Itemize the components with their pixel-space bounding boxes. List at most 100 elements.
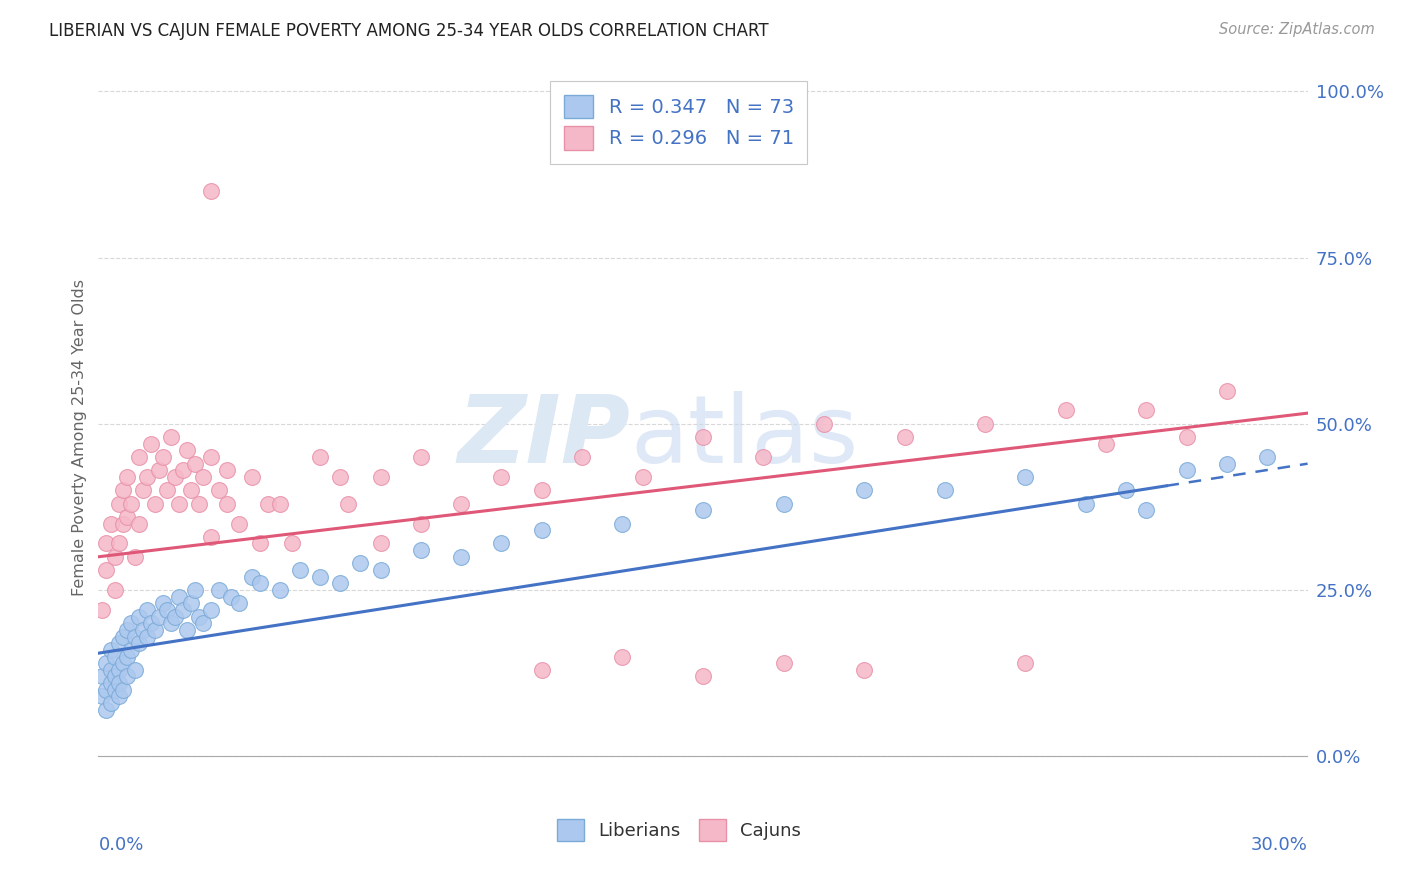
Point	[107, 663, 129, 677]
Point	[309, 570, 332, 584]
Point	[124, 630, 146, 644]
Point	[329, 576, 352, 591]
Point	[269, 497, 291, 511]
Point	[337, 497, 360, 511]
Point	[111, 630, 134, 644]
Point	[120, 497, 142, 511]
Point	[111, 656, 134, 670]
Text: 0.0%: 0.0%	[98, 836, 143, 854]
Point	[135, 603, 157, 617]
Point	[115, 623, 138, 637]
Point	[208, 483, 231, 498]
Point	[329, 470, 352, 484]
Point	[571, 450, 593, 464]
Point	[450, 549, 472, 564]
Point	[107, 536, 129, 550]
Point	[1135, 503, 1157, 517]
Point	[176, 623, 198, 637]
Point	[1054, 403, 1077, 417]
Point	[349, 557, 371, 571]
Point	[692, 430, 714, 444]
Point	[853, 483, 876, 498]
Point	[256, 497, 278, 511]
Point	[143, 623, 166, 637]
Point	[281, 536, 304, 550]
Point	[163, 609, 186, 624]
Point	[132, 623, 155, 637]
Point	[370, 563, 392, 577]
Point	[103, 582, 125, 597]
Point	[128, 636, 150, 650]
Point	[530, 663, 553, 677]
Point	[100, 676, 122, 690]
Point	[370, 470, 392, 484]
Point	[163, 470, 186, 484]
Point	[249, 576, 271, 591]
Point	[934, 483, 956, 498]
Point	[135, 470, 157, 484]
Point	[1115, 483, 1137, 498]
Point	[172, 463, 194, 477]
Point	[120, 643, 142, 657]
Point	[692, 669, 714, 683]
Point	[409, 543, 432, 558]
Point	[974, 417, 997, 431]
Point	[107, 636, 129, 650]
Point	[176, 443, 198, 458]
Point	[111, 483, 134, 498]
Point	[96, 656, 118, 670]
Point	[450, 497, 472, 511]
Point	[172, 603, 194, 617]
Point	[100, 643, 122, 657]
Point	[1216, 384, 1239, 398]
Point	[128, 516, 150, 531]
Point	[217, 463, 239, 477]
Point	[193, 616, 215, 631]
Point	[1095, 436, 1118, 450]
Point	[184, 582, 207, 597]
Point	[100, 663, 122, 677]
Point	[96, 703, 118, 717]
Point	[152, 596, 174, 610]
Point	[409, 516, 432, 531]
Point	[156, 603, 179, 617]
Point	[1216, 457, 1239, 471]
Point	[100, 696, 122, 710]
Point	[139, 436, 162, 450]
Point	[221, 590, 243, 604]
Point	[772, 497, 794, 511]
Point	[530, 523, 553, 537]
Point	[193, 470, 215, 484]
Point	[200, 603, 222, 617]
Point	[160, 616, 183, 631]
Point	[148, 463, 170, 477]
Text: LIBERIAN VS CAJUN FEMALE POVERTY AMONG 25-34 YEAR OLDS CORRELATION CHART: LIBERIAN VS CAJUN FEMALE POVERTY AMONG 2…	[49, 22, 769, 40]
Point	[288, 563, 311, 577]
Point	[1135, 403, 1157, 417]
Point	[180, 596, 202, 610]
Point	[120, 616, 142, 631]
Point	[156, 483, 179, 498]
Point	[612, 516, 634, 531]
Point	[1014, 470, 1036, 484]
Point	[107, 497, 129, 511]
Point	[128, 609, 150, 624]
Point	[208, 582, 231, 597]
Text: Source: ZipAtlas.com: Source: ZipAtlas.com	[1219, 22, 1375, 37]
Y-axis label: Female Poverty Among 25-34 Year Olds: Female Poverty Among 25-34 Year Olds	[72, 278, 87, 596]
Point	[103, 682, 125, 697]
Point	[152, 450, 174, 464]
Point	[269, 582, 291, 597]
Point	[167, 590, 190, 604]
Point	[124, 549, 146, 564]
Point	[91, 690, 114, 704]
Point	[217, 497, 239, 511]
Point	[200, 184, 222, 198]
Point	[200, 450, 222, 464]
Point	[1014, 656, 1036, 670]
Point	[188, 497, 211, 511]
Point	[115, 669, 138, 683]
Point	[135, 630, 157, 644]
Point	[103, 669, 125, 683]
Point	[128, 450, 150, 464]
